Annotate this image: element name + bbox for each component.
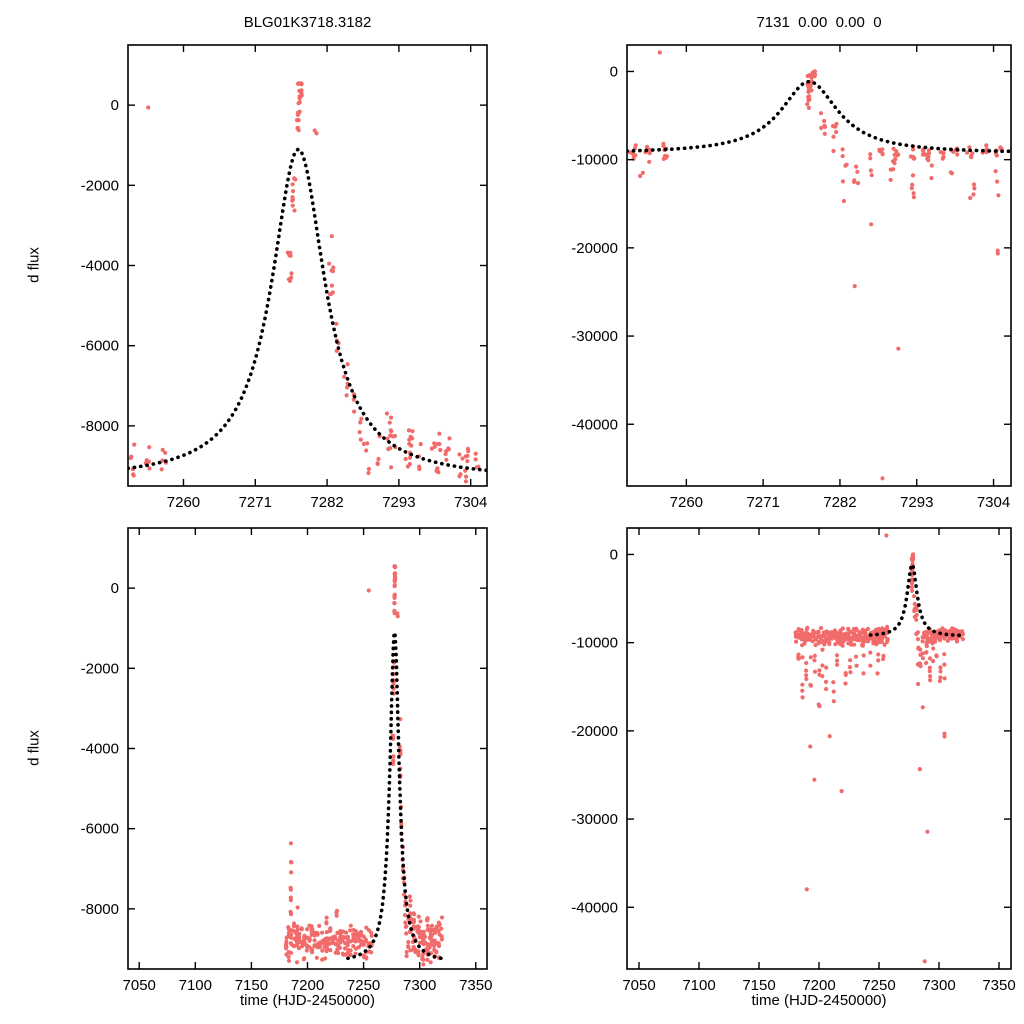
svg-text:7350: 7350 — [982, 977, 1015, 994]
svg-text:0: 0 — [111, 97, 119, 114]
svg-text:-20000: -20000 — [571, 723, 618, 740]
svg-text:7200: 7200 — [802, 977, 835, 994]
svg-text:7150: 7150 — [235, 977, 268, 994]
svg-text:7200: 7200 — [291, 977, 324, 994]
svg-text:7260: 7260 — [167, 494, 200, 511]
panel-title-object-id: BLG01K3718.3182 — [243, 14, 372, 31]
svg-text:-30000: -30000 — [571, 811, 618, 828]
svg-text:7250: 7250 — [862, 977, 895, 994]
svg-text:-4000: -4000 — [81, 741, 119, 758]
svg-text:7250: 7250 — [347, 977, 380, 994]
svg-text:-4000: -4000 — [81, 258, 119, 275]
y-axis-label-bottom: d flux — [25, 730, 43, 766]
svg-text:0: 0 — [610, 546, 618, 563]
svg-text:7260: 7260 — [670, 494, 703, 511]
svg-text:7050: 7050 — [622, 977, 655, 994]
svg-text:-2000: -2000 — [81, 660, 119, 677]
svg-text:7282: 7282 — [823, 494, 856, 511]
svg-text:0: 0 — [111, 580, 119, 597]
x-axis-label-right: time (HJD-2450000) — [751, 992, 887, 1009]
svg-text:7304: 7304 — [977, 494, 1010, 511]
svg-text:-30000: -30000 — [571, 328, 618, 345]
svg-text:-6000: -6000 — [81, 338, 119, 355]
svg-text:-2000: -2000 — [81, 177, 119, 194]
svg-text:-8000: -8000 — [81, 418, 119, 435]
svg-text:7271: 7271 — [746, 494, 779, 511]
svg-text:7293: 7293 — [900, 494, 933, 511]
svg-text:7271: 7271 — [239, 494, 272, 511]
svg-text:-40000: -40000 — [571, 416, 618, 433]
svg-text:7100: 7100 — [682, 977, 715, 994]
panel-title-fit-params: 7131 0.00 0.00 0 — [756, 14, 882, 31]
svg-text:-8000: -8000 — [81, 901, 119, 918]
svg-text:7304: 7304 — [454, 494, 487, 511]
svg-text:7100: 7100 — [179, 977, 212, 994]
x-axis-label-left: time (HJD-2450000) — [239, 992, 376, 1009]
svg-text:-6000: -6000 — [81, 821, 119, 838]
svg-text:7300: 7300 — [403, 977, 436, 994]
svg-text:-10000: -10000 — [571, 635, 618, 652]
svg-text:0: 0 — [610, 63, 618, 80]
svg-text:7300: 7300 — [922, 977, 955, 994]
svg-text:7050: 7050 — [123, 977, 156, 994]
svg-text:7350: 7350 — [459, 977, 492, 994]
svg-text:7282: 7282 — [310, 494, 343, 511]
svg-text:-40000: -40000 — [571, 899, 618, 916]
svg-text:7293: 7293 — [382, 494, 415, 511]
svg-text:-10000: -10000 — [571, 152, 618, 169]
svg-text:7150: 7150 — [742, 977, 775, 994]
y-axis-label-top: d flux — [25, 247, 43, 283]
svg-text:-20000: -20000 — [571, 240, 618, 257]
